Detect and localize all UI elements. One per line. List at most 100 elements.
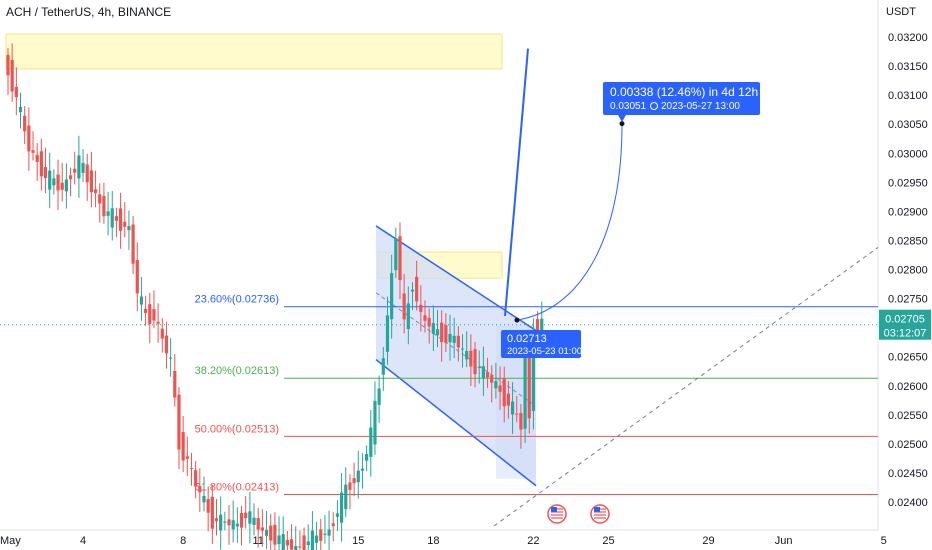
candle-body [306, 541, 310, 546]
us-flag-icon-canton [551, 507, 557, 512]
candle-body [314, 535, 319, 543]
candle-body [164, 335, 169, 354]
fib-label: 38.20%(0.02613) [195, 365, 279, 377]
candle-body [194, 470, 198, 487]
candle-body [85, 164, 89, 183]
time-axis[interactable]: May 4 8 11 15 18 22 25 29 Jun 5 [0, 535, 887, 547]
candle-body [419, 304, 423, 312]
time-tick-label: May [0, 535, 21, 547]
candle-body [106, 211, 110, 216]
candle-body [252, 517, 256, 525]
candle-body [110, 208, 114, 228]
candle-body [294, 546, 298, 550]
candle-body [415, 276, 419, 302]
candle-body [535, 319, 540, 331]
candle-body [135, 259, 139, 294]
candle-body [302, 535, 306, 550]
candle-body [239, 512, 244, 528]
economic-events[interactable] [547, 504, 610, 524]
candle-body [344, 484, 348, 510]
candle-body [273, 524, 277, 545]
candle-body [210, 496, 214, 529]
time-tick-label: 5 [881, 535, 887, 547]
start-label-box [501, 330, 581, 358]
candle-body [56, 174, 60, 191]
candle-body [448, 333, 452, 343]
candle-body [369, 427, 373, 457]
candle-body [319, 529, 323, 541]
supply-zone-upper [5, 33, 503, 70]
candle-body [139, 296, 144, 305]
candle-body [68, 175, 73, 180]
candle-body [310, 530, 315, 550]
candle-body [35, 154, 39, 162]
candle-body [435, 329, 440, 336]
candle-body [98, 194, 102, 204]
candle-body [352, 478, 356, 483]
candle-body [256, 518, 260, 530]
candle-body [281, 534, 285, 550]
candle-body [531, 334, 536, 411]
candle-body [469, 350, 473, 367]
price-tick-label: 0.02400 [888, 497, 928, 509]
candle-body [118, 208, 123, 231]
candle-body [510, 401, 515, 415]
price-tick-label: 0.02650 [888, 352, 928, 364]
candle-body [394, 238, 398, 271]
candle-body [456, 335, 460, 348]
candle-body [298, 546, 302, 548]
start-label-time: 2023-05-23 01:00 [507, 346, 582, 357]
candle-body [335, 513, 340, 517]
candle-body [331, 523, 335, 527]
candle-body [360, 468, 365, 471]
time-tick-label: 15 [352, 535, 364, 547]
fib-label: 23.60%(0.02736) [195, 294, 279, 306]
candle-body [219, 514, 223, 531]
price-tick-label: 0.03150 [888, 61, 928, 73]
price-tick-label: 0.02950 [888, 177, 928, 189]
candle-body [127, 226, 131, 231]
candle-body [494, 381, 498, 389]
clock-icon [650, 102, 658, 110]
price-tick-label: 0.02900 [888, 206, 928, 218]
candle-body [427, 317, 431, 327]
price-axis[interactable]: 0.02400 0.02450 0.02500 0.02550 0.02600 0.026… [888, 32, 928, 509]
current-price-tag: 0.02705 03:12:07 [879, 309, 931, 340]
candle-body [189, 467, 194, 469]
candle-body [214, 518, 219, 522]
start-label-price: 0.02713 [507, 333, 547, 345]
candle-body [515, 413, 519, 415]
candle-body [406, 303, 410, 330]
candle-body [327, 529, 331, 536]
time-tick-label: 8 [180, 535, 186, 547]
candle-body [14, 86, 18, 98]
candle-body [398, 236, 402, 281]
candle-body [381, 358, 385, 375]
candle-body [81, 162, 85, 173]
fib-label: 61.80%(0.02413) [195, 481, 279, 493]
fib-label: 50.00%(0.02513) [195, 423, 279, 435]
candle-body [89, 170, 93, 193]
candle-body [223, 521, 227, 523]
candle-body [6, 55, 10, 76]
candle-body [527, 354, 531, 419]
candle-body [323, 533, 327, 535]
candle-body [156, 321, 160, 324]
candle-body [73, 168, 77, 173]
candle-body [490, 375, 494, 383]
candle-body [185, 456, 189, 459]
price-tick-label: 0.02500 [888, 439, 928, 451]
drawings[interactable] [493, 48, 879, 527]
candle-body [235, 523, 239, 527]
price-tick-label: 0.02750 [888, 294, 928, 306]
channel-mid-line [375, 292, 537, 407]
candle-body [248, 511, 252, 524]
candle-body [356, 470, 360, 483]
channel-upper-line [375, 225, 537, 332]
price-tick-label: 0.02550 [888, 410, 928, 422]
fibonacci-levels[interactable]: 23.60%(0.02736) 38.20%(0.02613) 50.00%(0.0… [195, 294, 878, 495]
projection-label-time: 2023-05-27 13:00 [661, 101, 740, 112]
projection-label-price: 0.03051 [610, 101, 647, 112]
projection-arc [516, 123, 623, 321]
